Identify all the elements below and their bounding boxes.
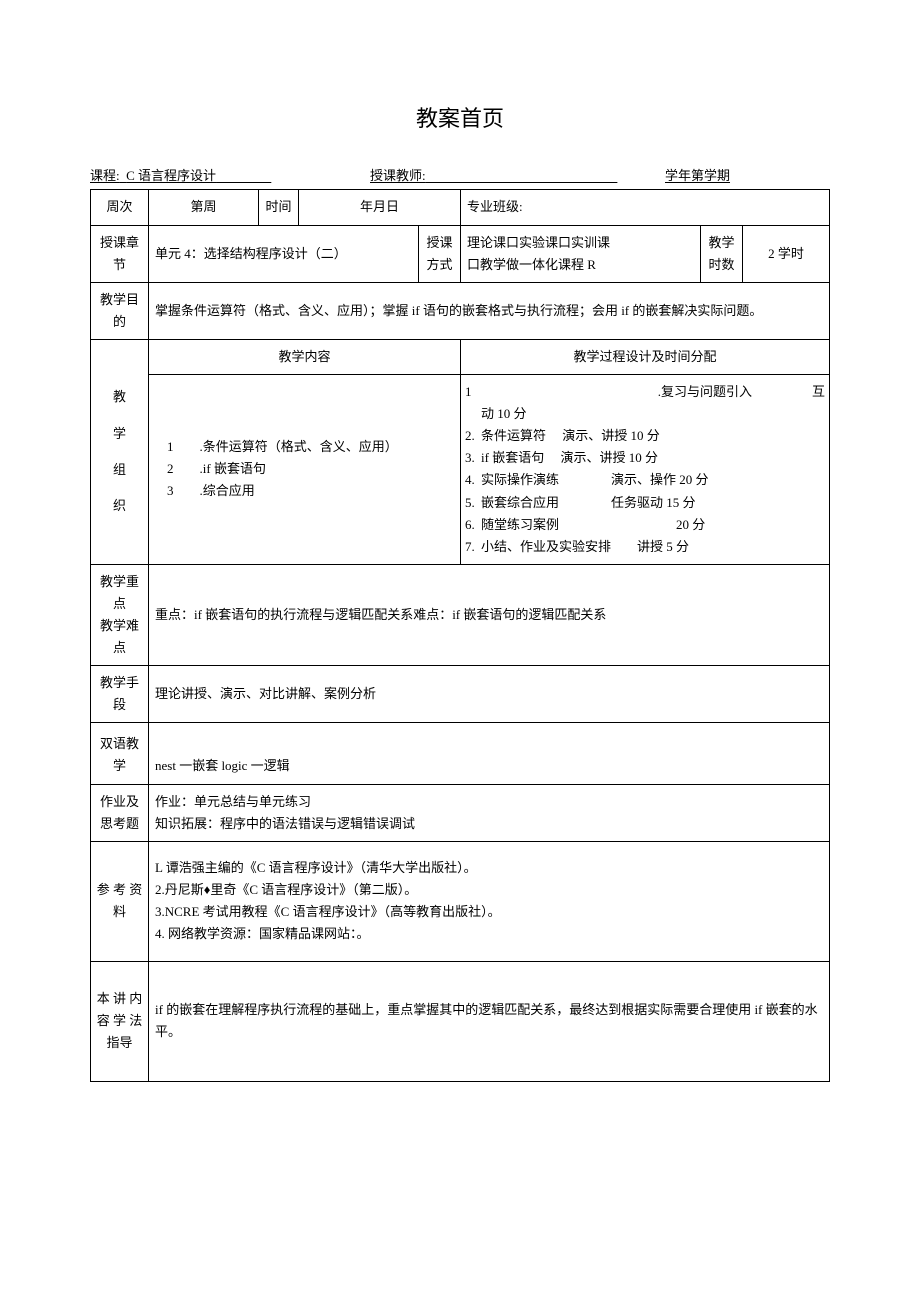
table-row: 双语教学 nest 一嵌套 logic 一逻辑 <box>91 723 830 784</box>
org-process: 1.复习与问题引入互动 10 分2.条件运算符 演示、讲授 10 分3.if 嵌… <box>461 375 830 565</box>
goal-label: 教学目的 <box>91 282 149 339</box>
list-item: 3.NCRE 考试用教程《C 语言程序设计》（高等教育出版社）。 <box>155 901 823 923</box>
list-item: 知识拓展：程序中的语法错误与逻辑错误调试 <box>155 813 823 835</box>
org-label: 教 学 组 织 <box>91 339 149 564</box>
keypoint-content: 重点：if 嵌套语句的执行流程与逻辑匹配关系难点：if 嵌套语句的逻辑匹配关系 <box>149 564 830 665</box>
list-item: 2 .if 嵌套语句 <box>167 458 454 480</box>
guide-label: 本 讲 内容 学 法指导 <box>91 961 149 1081</box>
table-row: 教 学 组 织 教学内容 教学过程设计及时间分配 <box>91 339 830 374</box>
table-row: 教学重点 教学难点 重点：if 嵌套语句的执行流程与逻辑匹配关系难点：if 嵌套… <box>91 564 830 665</box>
list-item: 3.if 嵌套语句 演示、讲授 10 分 <box>465 447 825 469</box>
table-row: 授课章节 单元 4：选择结构程序设计（二） 授课方式 理论课口实验课口实训课 口… <box>91 225 830 282</box>
time-value: 年月日 <box>299 190 461 225</box>
guide-content: if 的嵌套在理解程序执行流程的基础上，重点掌握其中的逻辑匹配关系，最终达到根据… <box>149 961 830 1081</box>
org-content: 1 .条件运算符（格式、含义、应用）2 .if 嵌套语句3 .综合应用 <box>149 375 461 565</box>
org-process-header: 教学过程设计及时间分配 <box>461 339 830 374</box>
week-value: 第周 <box>149 190 259 225</box>
table-row: 参 考 资料 L 谭浩强主编的《C 语言程序设计》（清华大学出版社）。2.丹尼斯… <box>91 841 830 961</box>
hours-value: 2 学时 <box>743 225 830 282</box>
chapter-value: 单元 4：选择结构程序设计（二） <box>149 225 419 282</box>
list-item: 4.实际操作演练 演示、操作 20 分 <box>465 469 825 491</box>
course-value: C 语言程序设计 <box>126 168 216 183</box>
homework-label: 作业及思考题 <box>91 784 149 841</box>
homework-content: 作业：单元总结与单元练习知识拓展：程序中的语法错误与逻辑错误调试 <box>149 784 830 841</box>
table-row: 教学目的 掌握条件运算符（格式、含义、应用）；掌握 if 语句的嵌套格式与执行流… <box>91 282 830 339</box>
keypoint-label: 教学重点 教学难点 <box>91 564 149 665</box>
term-label: 学年第学期 <box>665 165 730 187</box>
reference-label: 参 考 资料 <box>91 841 149 961</box>
list-item: 3 .综合应用 <box>167 480 454 502</box>
week-label: 周次 <box>91 190 149 225</box>
list-item: L 谭浩强主编的《C 语言程序设计》（清华大学出版社）。 <box>155 857 823 879</box>
list-item: 5.嵌套综合应用 任务驱动 15 分 <box>465 492 825 514</box>
mode-value: 理论课口实验课口实训课 口教学做一体化课程 R <box>461 225 701 282</box>
list-item: 4. 网络教学资源：国家精品课网站：。 <box>155 923 823 945</box>
list-item: 7.小结、作业及实验安排 讲授 5 分 <box>465 536 825 558</box>
page-title: 教案首页 <box>90 100 830 137</box>
list-item: 6.随堂练习案例 20 分 <box>465 514 825 536</box>
list-item: 2.条件运算符 演示、讲授 10 分 <box>465 425 825 447</box>
method-label: 教学手段 <box>91 666 149 723</box>
mode-label: 授课方式 <box>419 225 461 282</box>
org-content-header: 教学内容 <box>149 339 461 374</box>
header-line: 课程: C 语言程序设计 授课教师: 学年第学期 <box>90 165 830 187</box>
method-content: 理论讲授、演示、对比讲解、案例分析 <box>149 666 830 723</box>
goal-content: 掌握条件运算符（格式、含义、应用）；掌握 if 语句的嵌套格式与执行流程；会用 … <box>149 282 830 339</box>
list-item: 动 10 分 <box>465 403 825 425</box>
class-label: 专业班级: <box>467 199 523 214</box>
chapter-label: 授课章节 <box>91 225 149 282</box>
teacher-label: 授课教师: <box>370 168 426 183</box>
reference-content: L 谭浩强主编的《C 语言程序设计》（清华大学出版社）。2.丹尼斯♦里奇《C 语… <box>149 841 830 961</box>
course-label: 课程: <box>90 168 120 183</box>
table-row: 本 讲 内容 学 法指导 if 的嵌套在理解程序执行流程的基础上，重点掌握其中的… <box>91 961 830 1081</box>
bilingual-content: nest 一嵌套 logic 一逻辑 <box>149 723 830 784</box>
time-label: 时间 <box>259 190 299 225</box>
list-item: 2.丹尼斯♦里奇《C 语言程序设计》（第二版）。 <box>155 879 823 901</box>
list-item: 1.复习与问题引入互 <box>465 381 825 403</box>
table-row: 作业及思考题 作业：单元总结与单元练习知识拓展：程序中的语法错误与逻辑错误调试 <box>91 784 830 841</box>
bilingual-label: 双语教学 <box>91 723 149 784</box>
hours-label: 教学时数 <box>701 225 743 282</box>
lesson-plan-table: 周次 第周 时间 年月日 专业班级: 授课章节 单元 4：选择结构程序设计（二）… <box>90 189 830 1081</box>
table-row: 1 .条件运算符（格式、含义、应用）2 .if 嵌套语句3 .综合应用 1.复习… <box>91 375 830 565</box>
list-item: 1 .条件运算符（格式、含义、应用） <box>167 436 454 458</box>
table-row: 教学手段 理论讲授、演示、对比讲解、案例分析 <box>91 666 830 723</box>
list-item: 作业：单元总结与单元练习 <box>155 791 823 813</box>
table-row: 周次 第周 时间 年月日 专业班级: <box>91 190 830 225</box>
